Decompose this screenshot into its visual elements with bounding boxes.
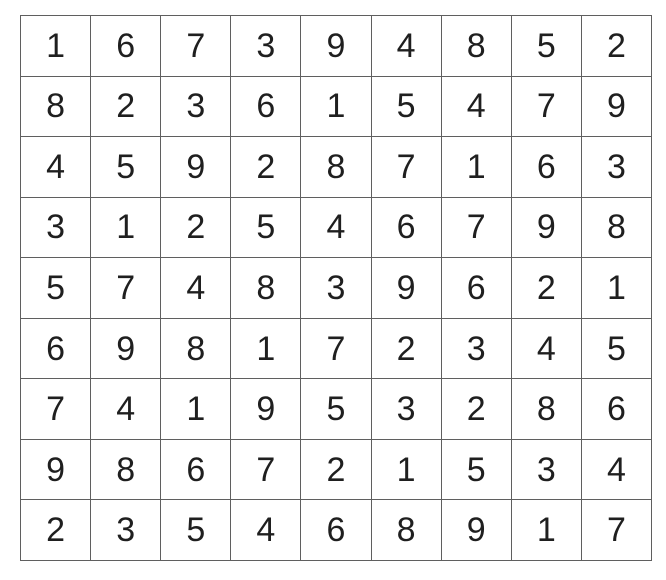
grid-cell[interactable]: 4 <box>511 318 582 380</box>
grid-cell[interactable]: 6 <box>161 439 232 501</box>
grid-cell[interactable]: 3 <box>301 258 372 319</box>
grid-cell[interactable]: 9 <box>91 318 162 380</box>
grid-cell[interactable]: 6 <box>301 500 372 561</box>
grid-cell[interactable]: 9 <box>511 197 582 259</box>
grid-cell[interactable]: 7 <box>581 500 652 561</box>
grid-cell[interactable]: 9 <box>21 439 92 501</box>
grid-cell[interactable]: 6 <box>581 379 652 440</box>
grid-cell[interactable]: 3 <box>371 379 442 440</box>
grid-cell[interactable]: 2 <box>91 76 162 138</box>
grid-cell[interactable]: 4 <box>91 379 162 440</box>
grid-cell[interactable]: 8 <box>371 500 442 561</box>
grid-cell[interactable]: 1 <box>21 16 92 77</box>
grid-cell[interactable]: 2 <box>581 16 652 77</box>
grid-cell[interactable]: 2 <box>21 500 92 561</box>
grid-cell[interactable]: 3 <box>91 500 162 561</box>
grid-cell[interactable]: 5 <box>161 500 232 561</box>
grid-cell[interactable]: 5 <box>21 258 92 319</box>
grid-cell[interactable]: 6 <box>231 76 302 138</box>
grid-cell[interactable]: 1 <box>441 137 512 198</box>
grid-cell[interactable]: 2 <box>161 197 232 259</box>
grid-cell[interactable]: 6 <box>371 197 442 259</box>
grid-cell[interactable]: 6 <box>91 16 162 77</box>
grid-cell[interactable]: 6 <box>511 137 582 198</box>
grid-cell[interactable]: 3 <box>581 137 652 198</box>
grid-cell[interactable]: 5 <box>581 318 652 380</box>
grid-cell[interactable]: 9 <box>581 76 652 138</box>
grid-cell[interactable]: 7 <box>91 258 162 319</box>
grid-cell[interactable]: 4 <box>371 16 442 77</box>
grid-cell[interactable]: 9 <box>161 137 232 198</box>
grid-cell[interactable]: 1 <box>161 379 232 440</box>
grid-cell[interactable]: 2 <box>371 318 442 380</box>
grid-cell[interactable]: 9 <box>441 500 512 561</box>
grid-cell[interactable]: 5 <box>231 197 302 259</box>
grid-cell[interactable]: 5 <box>511 16 582 77</box>
grid-cell[interactable]: 4 <box>231 500 302 561</box>
grid-cell[interactable]: 3 <box>231 16 302 77</box>
grid-cell[interactable]: 1 <box>511 500 582 561</box>
grid-cell[interactable]: 3 <box>511 439 582 501</box>
grid-cell[interactable]: 4 <box>161 258 232 319</box>
grid-cell[interactable]: 2 <box>301 439 372 501</box>
grid-cell[interactable]: 7 <box>21 379 92 440</box>
grid-cell[interactable]: 7 <box>511 76 582 138</box>
grid-cell[interactable]: 1 <box>231 318 302 380</box>
grid-cell[interactable]: 7 <box>301 318 372 380</box>
grid-cell[interactable]: 5 <box>371 76 442 138</box>
grid-cell[interactable]: 8 <box>231 258 302 319</box>
grid-cell[interactable]: 8 <box>441 16 512 77</box>
grid-cell[interactable]: 4 <box>301 197 372 259</box>
grid-cell[interactable]: 9 <box>371 258 442 319</box>
grid-cell[interactable]: 4 <box>21 137 92 198</box>
grid-cell[interactable]: 8 <box>161 318 232 380</box>
grid-cell[interactable]: 1 <box>581 258 652 319</box>
grid-cell[interactable]: 5 <box>441 439 512 501</box>
grid-cell[interactable]: 2 <box>511 258 582 319</box>
grid-cell[interactable]: 9 <box>231 379 302 440</box>
grid-cell[interactable]: 7 <box>371 137 442 198</box>
grid-cell[interactable]: 2 <box>231 137 302 198</box>
grid-cell[interactable]: 1 <box>301 76 372 138</box>
grid-cell[interactable]: 8 <box>511 379 582 440</box>
grid-cell[interactable]: 6 <box>441 258 512 319</box>
grid-cell[interactable]: 4 <box>441 76 512 138</box>
grid-cell[interactable]: 1 <box>91 197 162 259</box>
grid-cell[interactable]: 3 <box>21 197 92 259</box>
grid-cell[interactable]: 6 <box>21 318 92 380</box>
grid-cell[interactable]: 8 <box>581 197 652 259</box>
grid-cell[interactable]: 8 <box>301 137 372 198</box>
grid-cell[interactable]: 7 <box>231 439 302 501</box>
grid-cell[interactable]: 7 <box>441 197 512 259</box>
grid-cell[interactable]: 8 <box>21 76 92 138</box>
grid-cell[interactable]: 8 <box>91 439 162 501</box>
grid-cell[interactable]: 3 <box>161 76 232 138</box>
grid-cell[interactable]: 9 <box>301 16 372 77</box>
grid-cell[interactable]: 7 <box>161 16 232 77</box>
grid-cell[interactable]: 5 <box>91 137 162 198</box>
grid-cell[interactable]: 3 <box>441 318 512 380</box>
grid-cell[interactable]: 2 <box>441 379 512 440</box>
grid-cell[interactable]: 1 <box>371 439 442 501</box>
grid-cell[interactable]: 5 <box>301 379 372 440</box>
grid-cell[interactable]: 4 <box>581 439 652 501</box>
